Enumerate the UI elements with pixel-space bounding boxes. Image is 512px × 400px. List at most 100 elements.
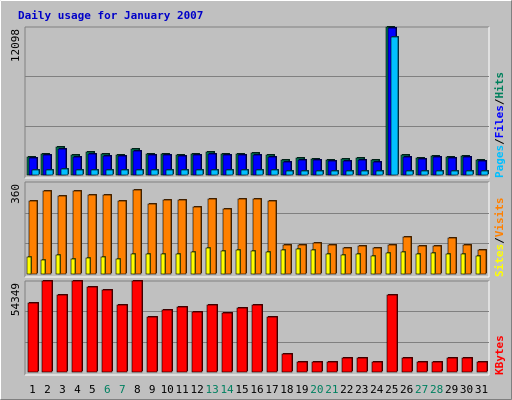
x-tick-label: 21 (325, 383, 338, 396)
bar-pages-day-9 (150, 169, 159, 176)
x-tick-label: 6 (104, 383, 111, 396)
x-tick-label: 17 (265, 383, 278, 396)
bar-sites-day-9 (145, 253, 151, 275)
bar-kbytes-day-31 (476, 361, 488, 373)
bar-pages-day-15 (240, 169, 249, 176)
bar-sites-day-14 (220, 250, 226, 275)
bar-sites-day-25 (385, 252, 391, 275)
bar-sites-day-17 (265, 251, 271, 275)
bar-sites-day-10 (160, 253, 166, 275)
bar-sites-day-6 (100, 256, 106, 275)
bar-visits-day-12 (192, 206, 202, 275)
legend-entry-files: Files (493, 105, 506, 138)
panel-3: 54349 KBytes (9, 280, 506, 376)
x-tick-label: 20 (310, 383, 323, 396)
x-tick-label: 15 (235, 383, 248, 396)
legend-separator: / (493, 98, 506, 105)
bar-sites-day-7 (115, 258, 121, 275)
bar-pages-day-30 (465, 170, 474, 176)
bar-sites-day-21 (325, 253, 331, 275)
bar-kbytes-day-22 (341, 357, 353, 373)
chart-title: Daily usage for January 2007 (18, 9, 203, 22)
bar-pages-day-24 (375, 170, 384, 176)
bar-pages-day-2 (45, 169, 54, 176)
bar-sites-day-5 (85, 257, 91, 275)
bar-pages-day-3 (60, 168, 69, 176)
x-tick-label: 16 (250, 383, 263, 396)
bar-visits-day-7 (117, 200, 127, 275)
x-tick-label: 22 (340, 383, 353, 396)
x-tick-label: 27 (415, 383, 428, 396)
x-tick-label: 1 (29, 383, 36, 396)
legend: Sites/Visits (493, 198, 506, 278)
legend-entry-kbytes: KBytes (493, 335, 506, 375)
bar-kbytes-day-6 (101, 289, 113, 373)
bar-kbytes-day-10 (161, 309, 173, 373)
bar-kbytes-day-20 (311, 361, 323, 373)
bar-sites-day-23 (355, 253, 361, 275)
legend: KBytes (493, 335, 506, 375)
bar-visits-day-4 (72, 190, 82, 275)
legend: Pages/Files/Hits (493, 72, 506, 178)
x-tick-label: 2 (44, 383, 51, 396)
bar-pages-day-27 (420, 170, 429, 176)
x-tick-label: 23 (355, 383, 368, 396)
bar-sites-day-15 (235, 249, 241, 275)
x-tick-label: 14 (220, 383, 234, 396)
bar-visits-day-13 (207, 198, 217, 275)
bar-visits-day-6 (102, 194, 112, 275)
bar-pages-day-28 (435, 170, 444, 176)
x-tick-label: 4 (74, 383, 81, 396)
bar-kbytes-day-11 (176, 306, 188, 373)
bar-sites-day-13 (205, 247, 211, 275)
bar-pages-day-21 (330, 170, 339, 176)
bar-kbytes-day-25 (386, 294, 398, 373)
bar-sites-day-31 (475, 255, 481, 275)
bar-sites-day-2 (40, 259, 46, 275)
bar-sites-day-26 (400, 251, 406, 275)
bar-kbytes-day-5 (86, 286, 98, 373)
x-tick-label: 18 (280, 383, 293, 396)
x-tick-label: 13 (205, 383, 218, 396)
bar-pages-day-4 (75, 169, 84, 176)
legend-separator: / (493, 237, 506, 244)
bar-sites-day-28 (430, 252, 436, 275)
bar-visits-day-1 (28, 200, 38, 275)
x-tick-label: 12 (191, 383, 204, 396)
bar-sites-day-29 (445, 253, 451, 275)
x-tick-label: 8 (134, 383, 141, 396)
bar-visits-day-15 (237, 198, 247, 275)
x-tick-label: 3 (59, 383, 66, 396)
bar-visits-day-2 (42, 190, 52, 275)
bar-visits-day-17 (267, 200, 277, 275)
bar-kbytes-day-2 (41, 280, 53, 373)
bar-kbytes-day-27 (416, 361, 428, 373)
bar-kbytes-day-19 (296, 361, 308, 373)
bar-visits-day-8 (132, 189, 142, 275)
bar-kbytes-day-28 (431, 361, 443, 373)
x-tick-label: 25 (385, 383, 398, 396)
bar-pages-day-12 (195, 169, 204, 176)
bar-kbytes-day-23 (356, 357, 368, 373)
bar-pages-day-14 (225, 169, 234, 176)
bar-kbytes-day-24 (371, 361, 383, 373)
bar-kbytes-day-29 (446, 357, 458, 373)
legend-entry-sites: Sites (493, 244, 506, 277)
legend-entry-pages: Pages (493, 145, 506, 178)
bar-kbytes-day-3 (56, 294, 68, 373)
bar-kbytes-day-4 (71, 280, 83, 373)
bar-kbytes-day-16 (251, 304, 263, 373)
bar-kbytes-day-9 (146, 316, 158, 373)
bar-kbytes-day-30 (461, 357, 473, 373)
bar-kbytes-day-8 (131, 280, 143, 373)
x-tick-label: 28 (430, 383, 443, 396)
bar-sites-day-3 (55, 254, 61, 275)
bar-sites-day-19 (295, 248, 301, 275)
x-tick-label: 30 (460, 383, 473, 396)
x-tick-label: 5 (89, 383, 96, 396)
bar-sites-day-4 (70, 258, 76, 275)
bar-visits-day-5 (87, 194, 97, 275)
bar-kbytes-day-17 (266, 316, 278, 373)
bar-sites-day-11 (175, 253, 181, 275)
